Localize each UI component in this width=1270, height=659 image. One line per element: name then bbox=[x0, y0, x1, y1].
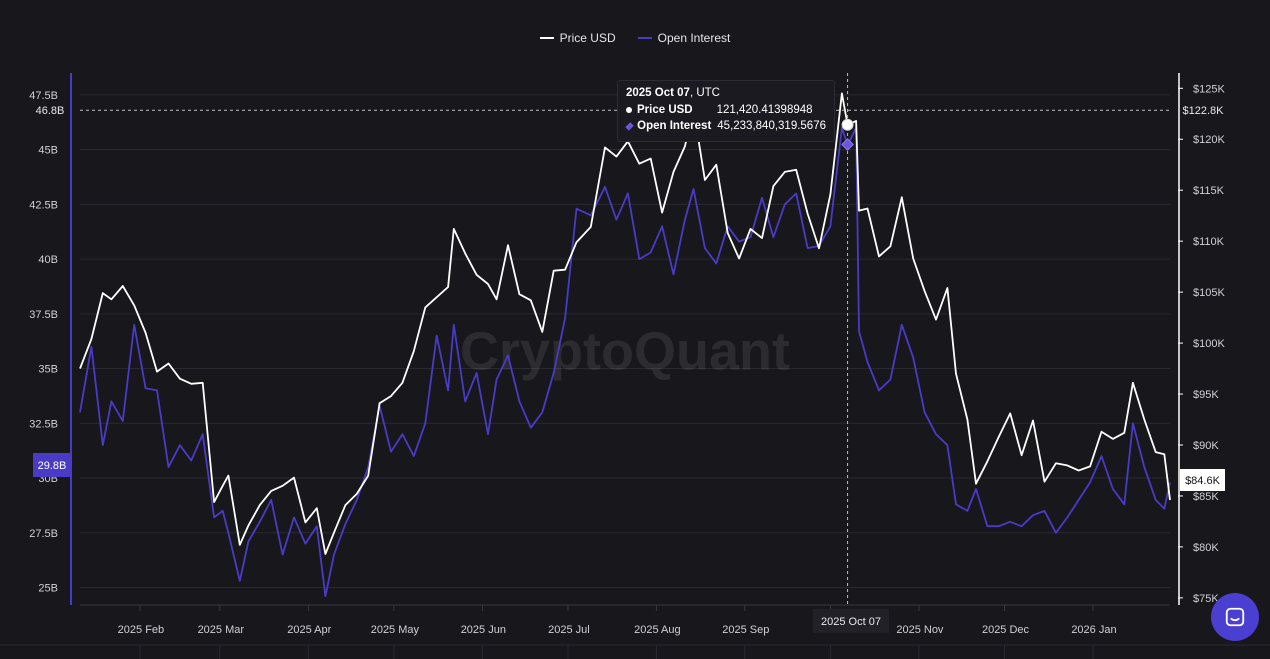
legend-label-price: Price USD bbox=[559, 31, 616, 45]
chat-bubble-icon bbox=[1225, 607, 1245, 627]
y-right-tick-label: $75K bbox=[1193, 593, 1219, 605]
current-oi-badge-box bbox=[33, 453, 71, 477]
y-right-tick-label: $115K bbox=[1193, 185, 1225, 197]
crosshair-date-badge-text: 2025 Oct 07 bbox=[821, 616, 881, 628]
tooltip-price-value: 121,420.41398948 bbox=[716, 104, 813, 116]
x-tick-label: 2025 Sep bbox=[722, 624, 769, 636]
tooltip-row-open-interest: Open Interest 45,233,840,319.5676 bbox=[625, 118, 826, 134]
crosshair bbox=[80, 73, 1170, 605]
y-right-tick-label: $120K bbox=[1193, 134, 1225, 146]
tooltip-title: 2025 Oct 07, UTC bbox=[626, 87, 826, 99]
watermark: CryptoQuant bbox=[460, 321, 790, 381]
price-hover-dot bbox=[841, 118, 854, 131]
chat-button[interactable] bbox=[1211, 593, 1259, 641]
crosshair-left-badge-text: 46.8B bbox=[36, 105, 65, 117]
x-tick-label: 2025 Dec bbox=[982, 624, 1030, 636]
y-right-tick-label: $90K bbox=[1193, 440, 1219, 452]
y-right-tick-label: $110K bbox=[1193, 236, 1225, 248]
legend: Price USD Open Interest bbox=[0, 31, 1270, 45]
y-left-tick-label: 47.5B bbox=[29, 90, 58, 102]
x-tick-label: 2025 Jun bbox=[461, 624, 506, 636]
tooltip-oi-label: Open Interest bbox=[637, 120, 712, 132]
x-tick-label: 2025 Jul bbox=[548, 624, 590, 636]
open-interest-hover-diamond bbox=[841, 138, 854, 151]
price-line bbox=[79, 92, 1171, 555]
gridlines bbox=[80, 94, 1170, 659]
y-right-tick-label: $80K bbox=[1193, 542, 1219, 554]
current-oi-badge-text: 29.8B bbox=[38, 460, 67, 472]
y-left-tick-label: 25B bbox=[38, 582, 58, 594]
axes bbox=[0, 73, 1270, 646]
legend-swatch-price bbox=[539, 37, 554, 39]
y-left-tick-label: 45B bbox=[38, 145, 58, 157]
tooltip-date: 2025 Oct 07 bbox=[626, 87, 690, 99]
tooltip-price-label: Price USD bbox=[637, 104, 693, 116]
x-tick-label: 2025 May bbox=[371, 624, 420, 636]
tick-labels: 25B27.5B30B32.5B35B37.5B40B42.5B45B47.5B… bbox=[29, 83, 1225, 636]
legend-item-open-interest[interactable]: Open Interest bbox=[637, 31, 731, 45]
x-tick-label: 2025 Feb bbox=[118, 624, 164, 636]
legend-label-open-interest: Open Interest bbox=[657, 31, 731, 45]
x-tick-label: 2025 Mar bbox=[198, 624, 245, 636]
current-price-badge-text: $84.6K bbox=[1185, 475, 1221, 487]
x-tick-label: 2025 Nov bbox=[896, 624, 944, 636]
open-interest-series bbox=[79, 126, 1171, 598]
y-right-tick-label: $125K bbox=[1193, 83, 1225, 95]
y-right-tick-label: $100K bbox=[1193, 338, 1225, 350]
y-left-tick-label: 27.5B bbox=[29, 528, 58, 540]
open-interest-diamond-icon bbox=[625, 121, 634, 131]
crosshair-right-badge-box bbox=[1180, 102, 1226, 119]
x-tick-label: 2026 Jan bbox=[1071, 624, 1116, 636]
y-left-tick-label: 42.5B bbox=[29, 199, 58, 211]
x-tick-label: 2025 Aug bbox=[634, 624, 681, 636]
y-left-tick-label: 37.5B bbox=[29, 309, 58, 321]
tooltip-timezone: , UTC bbox=[689, 87, 720, 99]
y-left-tick-label: 32.5B bbox=[29, 418, 58, 430]
chart-tooltip: 2025 Oct 07, UTC Price USD 121,420.41398… bbox=[617, 80, 835, 142]
legend-swatch-open-interest bbox=[637, 37, 652, 39]
crosshair-date-badge-box bbox=[813, 609, 889, 633]
x-tick-label: 2025 Apr bbox=[287, 624, 331, 636]
y-left-tick-label: 35B bbox=[38, 364, 58, 376]
legend-item-price[interactable]: Price USD bbox=[539, 31, 616, 45]
y-right-tick-label: $95K bbox=[1193, 389, 1219, 401]
open-interest-line bbox=[79, 126, 1171, 598]
price-dot-icon bbox=[626, 107, 632, 113]
value-badges: 46.8B $122.8K 29.8B $84.6K 2025 Oct 07 bbox=[30, 102, 1226, 633]
current-price-badge-box bbox=[1180, 469, 1225, 491]
y-right-tick-label: $85K bbox=[1193, 491, 1219, 503]
y-left-tick-label: 40B bbox=[38, 254, 58, 266]
crosshair-left-badge-box bbox=[30, 102, 70, 119]
y-right-tick-label: $105K bbox=[1193, 287, 1225, 299]
tooltip-row-price: Price USD 121,420.41398948 bbox=[626, 102, 826, 118]
crosshair-right-badge-text: $122.8K bbox=[1183, 105, 1225, 117]
price-series bbox=[79, 92, 1171, 555]
tooltip-oi-value: 45,233,840,319.5676 bbox=[717, 120, 826, 132]
